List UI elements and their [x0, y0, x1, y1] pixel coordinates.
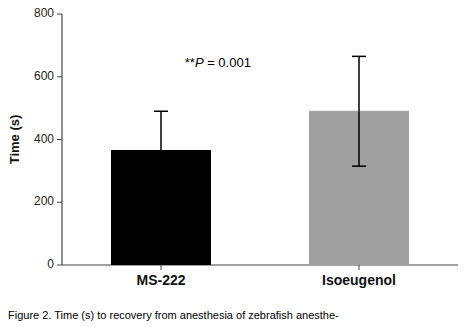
y-axis-line — [61, 14, 62, 265]
annotation: **P = 0.001 — [185, 56, 251, 71]
y-tick — [57, 76, 62, 77]
chart-container: 0 200 400 600 800 Time (s) MS-222 Isoeugenol **P… — [0, 0, 474, 327]
x-tick — [161, 265, 162, 270]
bar — [112, 150, 211, 265]
bar — [310, 111, 409, 265]
x-tick — [359, 265, 360, 270]
y-tick — [57, 265, 62, 266]
x-tick-label: MS-222 — [136, 272, 185, 288]
y-tick-label: 400 — [34, 132, 54, 146]
error-bar-lower — [154, 150, 168, 191]
y-axis-label: Time (s) — [7, 115, 22, 165]
plot-area — [112, 56, 409, 265]
y-tick — [57, 202, 62, 203]
error-bar-upper — [154, 111, 168, 150]
y-tick — [57, 14, 62, 15]
x-tick-label: Isoeugenol — [322, 272, 396, 288]
y-tick — [57, 139, 62, 140]
y-tick-label: 800 — [34, 6, 54, 20]
y-axis: 0 200 400 600 800 — [34, 6, 62, 271]
caption: Figure 2. Time (s) to recovery from anes… — [8, 309, 339, 321]
error-bar-upper — [352, 56, 366, 111]
chart: 0 200 400 600 800 Time (s) MS-222 Isoeugenol **P… — [0, 0, 474, 327]
y-tick-label: 600 — [34, 69, 54, 83]
y-tick-label: 200 — [34, 194, 54, 208]
error-bar-lower — [352, 111, 366, 166]
y-tick-label: 0 — [47, 257, 54, 271]
